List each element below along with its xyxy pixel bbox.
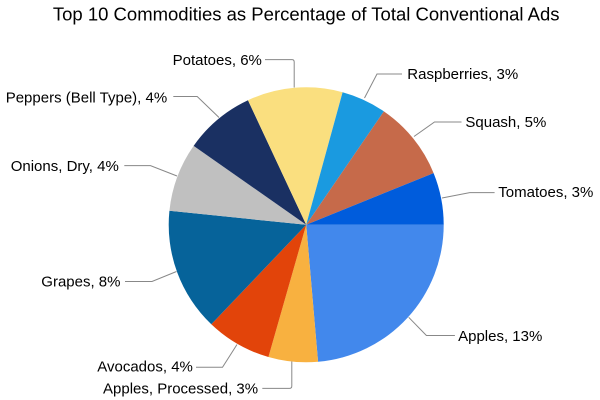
svg-text:Apples, 13%: Apples, 13% bbox=[458, 328, 542, 345]
svg-text:Raspberries, 3%: Raspberries, 3% bbox=[407, 66, 518, 83]
svg-text:Grapes, 8%: Grapes, 8% bbox=[41, 273, 120, 290]
svg-text:Apples, Processed, 3%: Apples, Processed, 3% bbox=[103, 380, 258, 397]
svg-text:Potatoes, 6%: Potatoes, 6% bbox=[173, 52, 262, 69]
svg-text:Top 10 Commodities as Percenta: Top 10 Commodities as Percentage of Tota… bbox=[53, 3, 560, 24]
svg-text:Peppers (Bell Type), 4%: Peppers (Bell Type), 4% bbox=[6, 89, 167, 106]
svg-text:Tomatoes, 3%: Tomatoes, 3% bbox=[498, 184, 593, 201]
svg-text:Squash, 5%: Squash, 5% bbox=[465, 114, 546, 131]
svg-text:Avocados, 4%: Avocados, 4% bbox=[97, 358, 193, 375]
svg-text:Onions, Dry, 4%: Onions, Dry, 4% bbox=[11, 158, 119, 175]
